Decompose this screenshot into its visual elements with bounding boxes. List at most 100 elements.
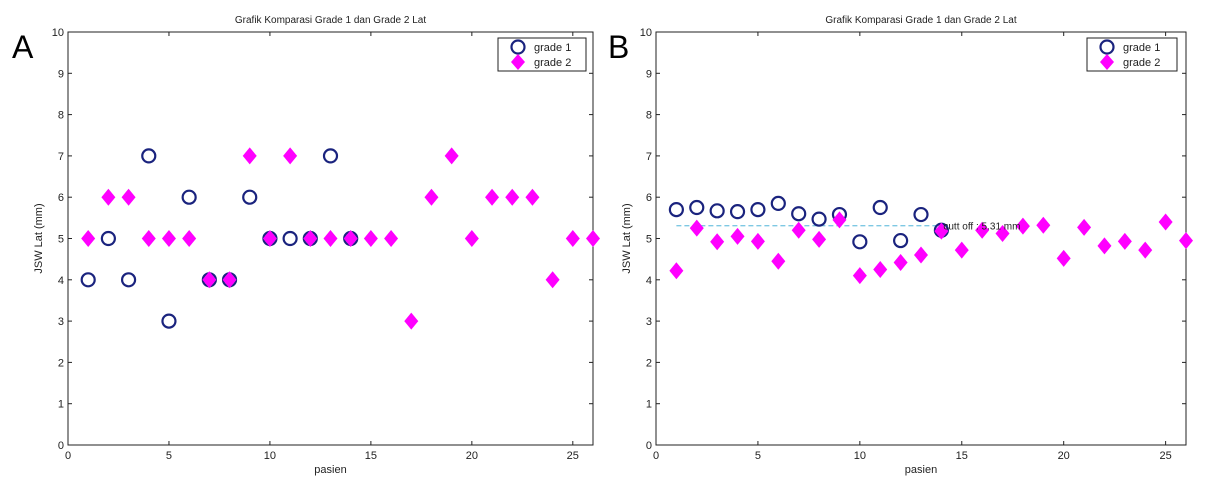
data-point-diamond (954, 241, 969, 259)
x-tick-label: 10 (854, 450, 866, 462)
y-tick-label: 5 (646, 234, 652, 246)
cutoff-label: cutt off : 5.31 mm (943, 222, 1020, 233)
data-point-diamond (1117, 232, 1132, 250)
data-point-diamond (1158, 213, 1173, 231)
y-tick-label: 4 (58, 275, 64, 287)
data-point-diamond (485, 188, 500, 206)
plot-frame (655, 31, 1187, 446)
x-tick-label: 0 (653, 450, 659, 462)
data-point-circle (750, 201, 766, 218)
data-point-circle (161, 313, 177, 329)
data-point-circle (141, 148, 157, 164)
x-tick-label: 15 (365, 450, 377, 462)
data-point-circle (100, 230, 116, 247)
x-tick-label: 15 (956, 450, 968, 462)
data-point-diamond (222, 271, 237, 289)
legend-label: grade 2 (534, 57, 571, 69)
chart-title: Grafik Komparasi Grade 1 dan Grade 2 Lat (825, 15, 1016, 26)
y-axis-label: JSW Lat (mm) (621, 203, 633, 273)
data-point-diamond (791, 221, 806, 239)
y-tick-label: 2 (646, 357, 652, 369)
data-point-circle (709, 203, 725, 219)
y-tick-label: 6 (58, 192, 64, 204)
data-point-diamond (934, 222, 949, 240)
data-point-circle (852, 234, 868, 250)
data-point-circle (811, 211, 827, 227)
data-point-diamond (404, 312, 419, 330)
data-point-diamond (384, 230, 399, 247)
data-point-diamond (995, 225, 1010, 243)
data-point-diamond (262, 230, 277, 247)
data-point-diamond (182, 230, 197, 247)
legend: grade 1 grade 2 (1086, 37, 1178, 72)
data-point-diamond (545, 271, 560, 289)
data-point-diamond (1179, 232, 1193, 250)
data-point-circle (689, 199, 705, 216)
data-point-circle (729, 204, 746, 220)
data-point-diamond (283, 147, 298, 165)
data-point-diamond (303, 230, 318, 247)
data-point-diamond (1015, 217, 1030, 235)
data-point-diamond (710, 233, 725, 251)
x-tick-label: 25 (567, 450, 579, 462)
y-tick-label: 9 (646, 68, 652, 80)
data-point-circle (893, 232, 909, 249)
data-point-diamond (161, 230, 176, 247)
panel-b: B Grafik Komparasi Grade 1 dan Grade 2 La… (608, 15, 1193, 476)
y-tick-label: 1 (646, 399, 652, 411)
data-point-circle (770, 195, 786, 211)
data-point-circle (872, 199, 888, 216)
y-tick-label: 5 (58, 234, 64, 246)
y-tick-label: 0 (58, 440, 64, 452)
data-point-diamond (464, 230, 479, 247)
data-point-diamond (771, 252, 786, 270)
panel-letter: A (12, 29, 34, 65)
legend-marker-circle (510, 39, 526, 55)
data-point-diamond (202, 271, 217, 289)
data-point-diamond (505, 188, 520, 206)
series-grade-1 (668, 195, 949, 250)
data-point-diamond (893, 253, 908, 271)
data-point-diamond (242, 147, 257, 165)
y-tick-label: 4 (646, 275, 652, 287)
data-point-diamond (750, 232, 765, 250)
y-tick-label: 3 (58, 316, 64, 328)
y-tick-label: 9 (58, 68, 64, 80)
data-point-diamond (730, 227, 745, 245)
legend-marker-circle (1099, 39, 1115, 55)
x-axis-label: pasien (314, 464, 346, 476)
data-point-diamond (81, 230, 96, 247)
legend-marker-diamond (511, 54, 525, 70)
data-point-diamond (812, 230, 827, 248)
data-point-circle (322, 148, 339, 164)
data-point-diamond (832, 211, 847, 229)
y-tick-label: 7 (58, 151, 64, 163)
y-tick-label: 2 (58, 357, 64, 369)
data-point-diamond (121, 188, 136, 206)
data-point-circle (668, 201, 684, 218)
data-point-diamond (873, 260, 888, 278)
y-tick-label: 8 (646, 110, 652, 122)
data-point-diamond (525, 188, 540, 206)
legend-marker-diamond (1100, 54, 1114, 70)
y-axis-label: JSW Lat (mm) (33, 203, 45, 273)
data-point-circle (913, 206, 929, 223)
y-tick-label: 0 (646, 440, 652, 452)
data-point-diamond (141, 230, 156, 247)
data-point-diamond (1036, 216, 1051, 234)
y-tick-label: 10 (52, 27, 64, 39)
data-point-diamond (444, 147, 459, 165)
data-point-diamond (101, 188, 116, 206)
legend-label: grade 1 (1123, 42, 1160, 54)
data-point-circle (791, 206, 807, 222)
data-point-diamond (586, 230, 600, 247)
x-axis-label: pasien (905, 464, 937, 476)
data-point-circle (242, 189, 258, 205)
x-tick-label: 5 (166, 450, 172, 462)
legend-label: grade 1 (534, 42, 571, 54)
data-point-diamond (343, 230, 358, 247)
y-tick-label: 10 (640, 27, 652, 39)
y-tick-label: 8 (58, 110, 64, 122)
chart-title: Grafik Komparasi Grade 1 dan Grade 2 Lat (235, 15, 426, 26)
